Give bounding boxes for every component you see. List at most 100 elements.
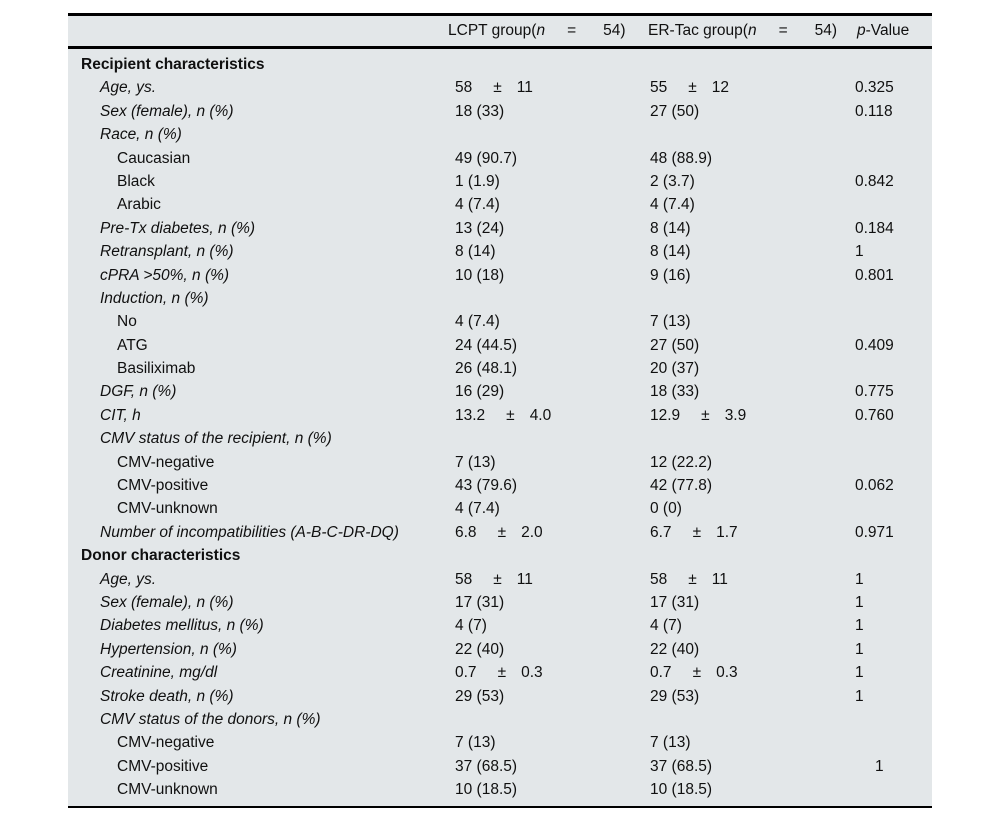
plus-minus-sign: ± xyxy=(493,570,502,588)
lcpt-value-cell: 10 (18.5) xyxy=(455,781,518,799)
p-value-cell: 0.842 xyxy=(855,172,894,190)
table-row: Basiliximab 26 (48.1) 20 (37) xyxy=(68,357,932,380)
ertac-value-cell: 17 (31) xyxy=(650,593,700,611)
ertac-value-cell: 8 (14) xyxy=(650,243,691,261)
ertac-value-cell: 0 (0) xyxy=(650,500,682,518)
lcpt-value-cell: 0.7 ±0.3 xyxy=(455,664,543,682)
table-row: Creatinine, mg/dl 0.7 ±0.3 0.7 ±0.3 1 xyxy=(68,661,932,684)
p-value-cell: 1 xyxy=(855,687,864,705)
table-row: CMV-negative 7 (13) 12 (22.2) xyxy=(68,451,932,474)
ertac-value-cell: 4 (7) xyxy=(650,617,682,635)
p-value-cell: 1 xyxy=(855,664,864,682)
lcpt-value-cell: 7 (13) xyxy=(455,734,496,752)
plus-minus-sign: ± xyxy=(497,523,507,541)
row-label: Number of incompatibilities (A-B-C-DR-DQ… xyxy=(100,523,399,541)
ertac-value-cell: 7 (13) xyxy=(650,313,691,331)
row-label: Stroke death, n (%) xyxy=(100,687,234,705)
table-row: Race, n (%) xyxy=(68,123,932,146)
header-p-value: p-Value xyxy=(857,16,909,46)
p-value-cell: 1 xyxy=(875,757,884,775)
row-label: Recipient characteristics xyxy=(81,56,265,73)
row-label: Race, n (%) xyxy=(100,126,182,144)
lcpt-value-cell: 7 (13) xyxy=(455,453,496,471)
ertac-value-cell: 9 (16) xyxy=(650,266,691,284)
row-label: CMV-unknown xyxy=(117,500,218,518)
header-lcpt-equals: = xyxy=(567,22,577,39)
plus-minus-sign: ± xyxy=(493,79,502,97)
ertac-value-cell: 20 (37) xyxy=(650,360,700,378)
plus-minus-sign: ± xyxy=(701,406,710,424)
ertac-value-cell: 4 (7.4) xyxy=(650,196,695,214)
lcpt-value-cell: 16 (29) xyxy=(455,383,505,401)
ertac-value-cell: 22 (40) xyxy=(650,640,700,658)
row-label: ATG xyxy=(117,336,148,354)
row-label: CMV-unknown xyxy=(117,781,218,799)
p-value-cell: 0.775 xyxy=(855,383,894,401)
table-row: CMV-unknown 4 (7.4) 0 (0) xyxy=(68,497,932,520)
ertac-value-cell: 58 ±11 xyxy=(650,570,728,588)
ertac-value-cell: 27 (50) xyxy=(650,102,700,120)
ertac-value-cell: 8 (14) xyxy=(650,219,691,237)
row-label: CMV-positive xyxy=(117,757,209,775)
lcpt-value-cell: 13 (24) xyxy=(455,219,505,237)
lcpt-value-cell: 6.8 ±2.0 xyxy=(455,523,543,541)
row-label: Diabetes mellitus, n (%) xyxy=(100,617,264,635)
plus-minus-sign: ± xyxy=(688,79,697,97)
header-ertac-prefix: ER-Tac group( xyxy=(648,22,748,39)
ertac-value-cell: 2 (3.7) xyxy=(650,172,695,190)
ertac-value-cell: 18 (33) xyxy=(650,383,700,401)
header-ertac-n: n xyxy=(747,22,757,39)
row-label: CMV status of the donors, n (%) xyxy=(100,710,321,728)
ertac-value-cell: 7 (13) xyxy=(650,734,691,752)
table-body: Recipient characteristics Age, ys. 58 ±11… xyxy=(68,49,932,806)
row-label: Black xyxy=(117,172,155,190)
row-label: CIT, h xyxy=(100,406,141,424)
row-label: CMV-negative xyxy=(117,734,215,752)
lcpt-value-cell: 24 (44.5) xyxy=(455,336,518,354)
row-label: CMV status of the recipient, n (%) xyxy=(100,430,332,448)
lcpt-value-cell: 1 (1.9) xyxy=(455,172,500,190)
table-row: Diabetes mellitus, n (%) 4 (7) 4 (7) 1 xyxy=(68,614,932,637)
lcpt-value-cell: 22 (40) xyxy=(455,640,505,658)
lcpt-value-cell: 4 (7.4) xyxy=(455,313,500,331)
header-ertac-group: ER-Tac group(n = 54) xyxy=(648,16,837,46)
ertac-value-cell: 12 (22.2) xyxy=(650,453,713,471)
row-label: Age, ys. xyxy=(100,79,156,97)
ertac-value-cell: 6.7 ±1.7 xyxy=(650,523,738,541)
ertac-value-cell: 27 (50) xyxy=(650,336,700,354)
table-row: No 4 (7.4) 7 (13) xyxy=(68,310,932,333)
table-row: cPRA >50%, n (%) 10 (18) 9 (16) 0.801 xyxy=(68,264,932,287)
header-ertac-equals: = xyxy=(778,22,788,39)
plus-minus-sign: ± xyxy=(692,664,702,682)
header-lcpt-n: n xyxy=(536,22,546,39)
table-row: DGF, n (%) 16 (29) 18 (33) 0.775 xyxy=(68,380,932,403)
lcpt-value-cell: 8 (14) xyxy=(455,243,496,261)
table-row: Induction, n (%) xyxy=(68,287,932,310)
lcpt-value-cell: 18 (33) xyxy=(455,102,505,120)
ertac-value-cell: 48 (88.9) xyxy=(650,149,713,167)
row-label: Donor characteristics xyxy=(81,547,241,565)
table-row: CMV-positive 43 (79.6) 42 (77.8) 0.062 xyxy=(68,474,932,497)
p-value-cell: 1 xyxy=(855,617,864,635)
row-label: Sex (female), n (%) xyxy=(100,593,234,611)
p-value-cell: 1 xyxy=(855,593,864,611)
lcpt-value-cell: 10 (18) xyxy=(455,266,505,284)
table-row: ATG 24 (44.5) 27 (50) 0.409 xyxy=(68,334,932,357)
ertac-value-cell: 0.7 ±0.3 xyxy=(650,664,738,682)
table-row: CMV-negative 7 (13) 7 (13) xyxy=(68,731,932,754)
table-row: Age, ys. 58 ±11 58 ±11 1 xyxy=(68,568,932,591)
row-label: Hypertension, n (%) xyxy=(100,640,237,658)
table-row: Hypertension, n (%) 22 (40) 22 (40) 1 xyxy=(68,638,932,661)
lcpt-value-cell: 58 ±11 xyxy=(455,570,533,588)
plus-minus-sign: ± xyxy=(692,523,702,541)
ertac-value-cell: 12.9 ±3.9 xyxy=(650,406,747,424)
row-label: DGF, n (%) xyxy=(100,383,177,401)
ertac-value-cell: 29 (53) xyxy=(650,687,700,705)
lcpt-value-cell: 43 (79.6) xyxy=(455,477,518,495)
p-value-cell: 1 xyxy=(855,243,864,261)
table-row: Black 1 (1.9) 2 (3.7) 0.842 xyxy=(68,170,932,193)
lcpt-value-cell: 58 ±11 xyxy=(455,79,533,97)
lcpt-value-cell: 4 (7.4) xyxy=(455,500,500,518)
p-value-cell: 1 xyxy=(855,570,864,588)
table-header-row: LCPT group(n = 54) ER-Tac group(n = 54) p-Va… xyxy=(68,16,932,49)
